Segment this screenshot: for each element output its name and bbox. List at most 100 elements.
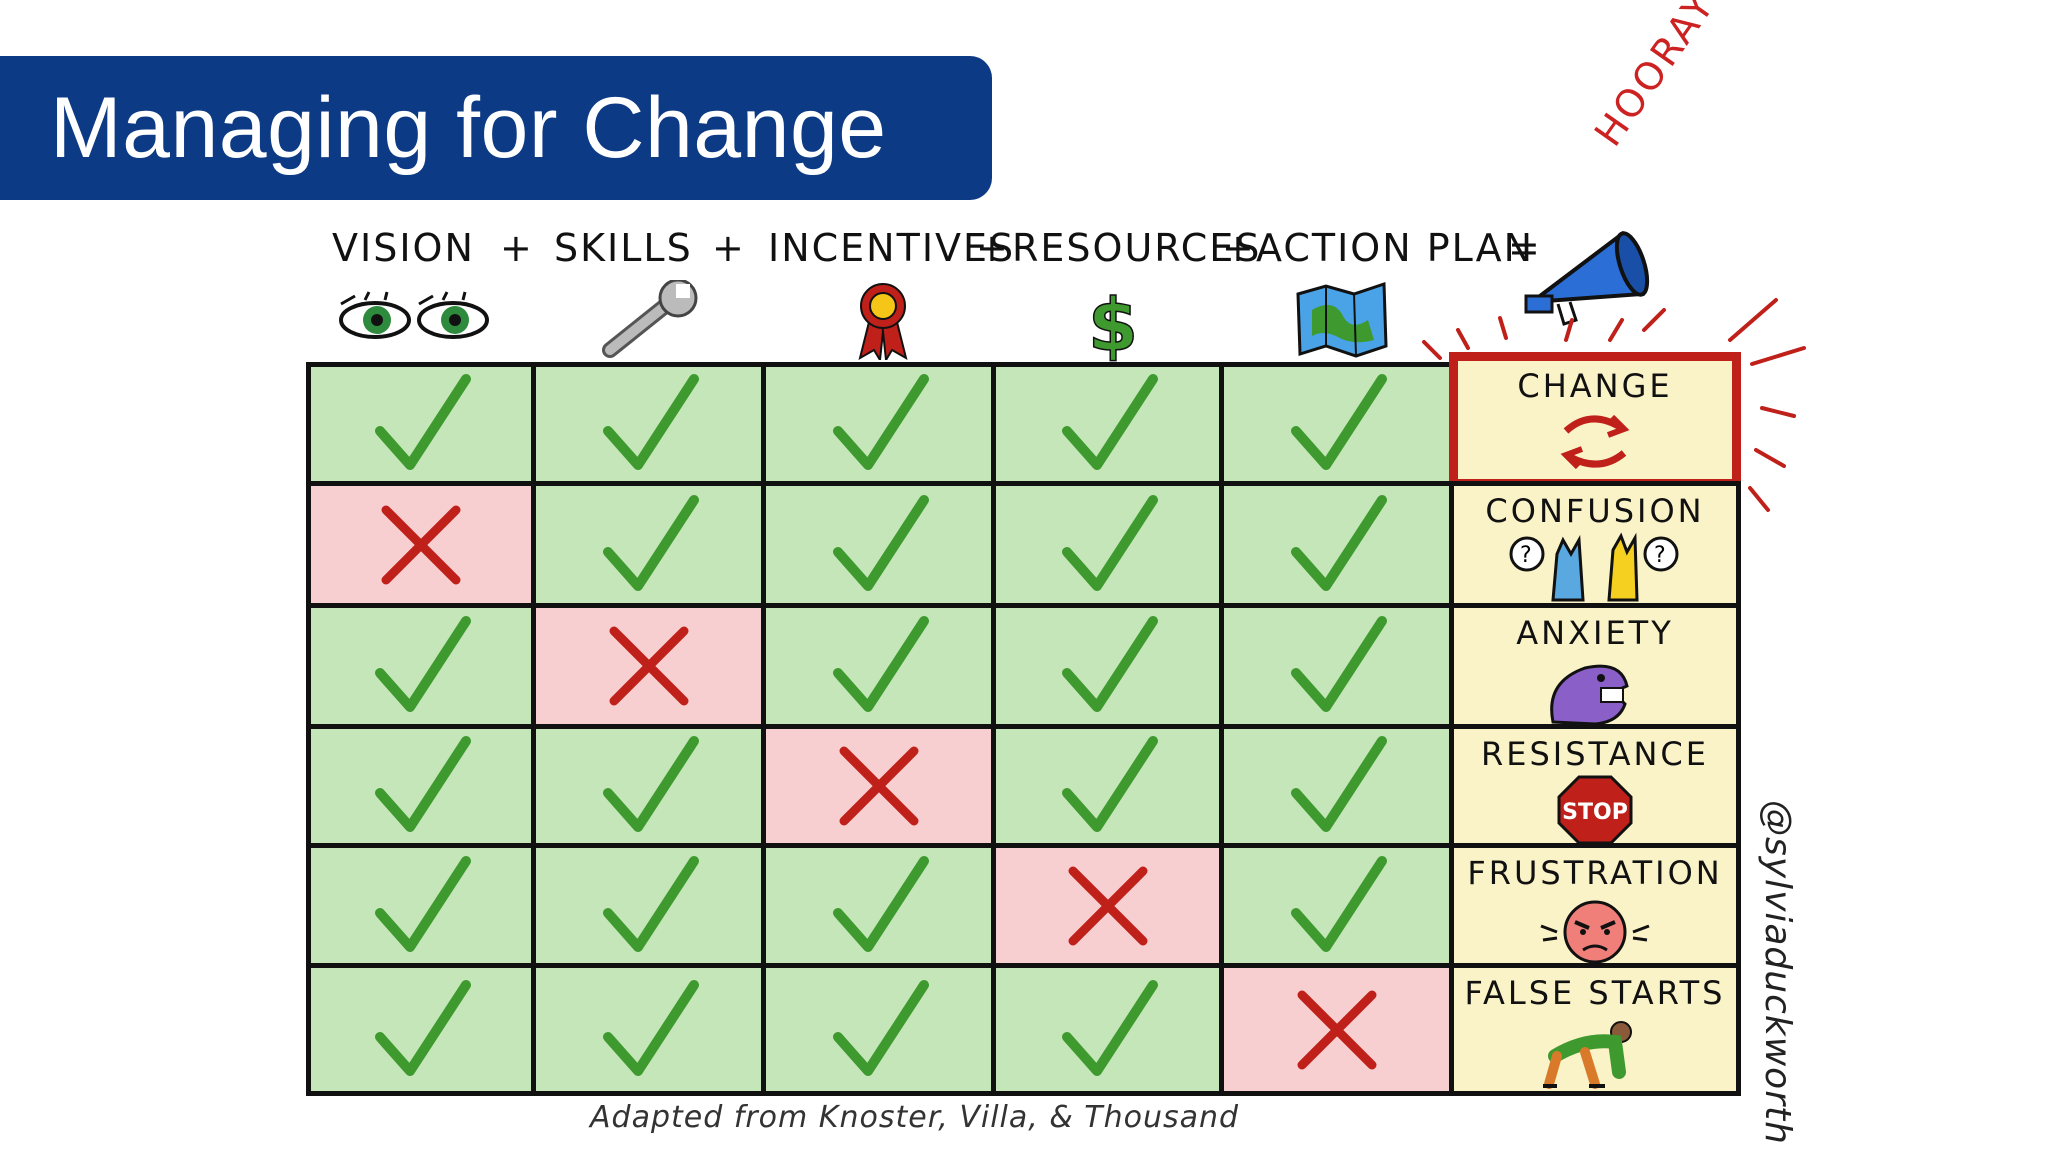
formula-plus-1: + bbox=[500, 226, 534, 270]
author-handle: @sylviaduckworth bbox=[1757, 800, 1798, 1145]
check-icon bbox=[832, 855, 929, 952]
matrix-cell bbox=[306, 362, 536, 486]
outcome-label: RESISTANCE bbox=[1481, 735, 1709, 773]
formula-skills: SKILLS bbox=[554, 226, 693, 270]
matrix-cell bbox=[761, 843, 996, 968]
matrix-cell bbox=[531, 603, 766, 729]
check-icon bbox=[1061, 494, 1158, 591]
stop-sign-text: STOP bbox=[1562, 800, 1628, 825]
check-icon bbox=[1290, 855, 1387, 952]
check-icon bbox=[1290, 374, 1387, 470]
eyes-icon bbox=[339, 291, 489, 339]
formula-action-plan: ACTION PLAN bbox=[1256, 226, 1535, 270]
dollar-icon: $ bbox=[1087, 282, 1139, 362]
formula-equals: = bbox=[1508, 226, 1542, 270]
outcome-confusion: CONFUSION ?? bbox=[1449, 481, 1741, 608]
outcome-label: CONFUSION bbox=[1485, 492, 1705, 530]
check-icon bbox=[1061, 736, 1158, 832]
matrix-cell bbox=[531, 362, 766, 486]
source-credit: Adapted from Knoster, Villa, & Thousand bbox=[590, 1100, 1240, 1135]
change-matrix: CHANGE CONFUSION ?? ANXIETY RESISTANCE S… bbox=[306, 352, 1746, 1096]
outcome-label: CHANGE bbox=[1517, 367, 1673, 405]
matrix-cell bbox=[531, 481, 766, 608]
check-icon bbox=[1061, 979, 1158, 1076]
matrix-cell bbox=[991, 603, 1224, 729]
formula: VISION + SKILLS + INCENTIVES + RESOURCES… bbox=[0, 222, 2048, 282]
ribbon-icon bbox=[858, 283, 908, 360]
check-icon bbox=[1061, 616, 1158, 712]
check-icon bbox=[1290, 494, 1387, 591]
check-icon bbox=[602, 736, 699, 832]
outcome-false-starts: FALSE STARTS bbox=[1449, 963, 1741, 1096]
matrix-cell bbox=[991, 481, 1224, 608]
matrix-cell bbox=[1219, 963, 1454, 1096]
cross-icon bbox=[839, 746, 918, 826]
matrix-cell bbox=[306, 963, 536, 1096]
formula-vision: VISION bbox=[332, 226, 475, 270]
matrix-cell bbox=[306, 603, 536, 729]
formula-incentives: INCENTIVES bbox=[768, 226, 1016, 270]
title-bar: Managing for Change bbox=[0, 56, 992, 200]
matrix-cell bbox=[1219, 843, 1454, 968]
outcome-change: CHANGE bbox=[1449, 352, 1741, 488]
megaphone-icon bbox=[1524, 230, 1650, 326]
hooray-text: HOORAY!!! bbox=[1585, 0, 1756, 154]
outcome-label: ANXIETY bbox=[1516, 614, 1674, 652]
outcome-anxiety: ANXIETY bbox=[1449, 603, 1741, 729]
formula-plus-3: + bbox=[976, 226, 1010, 270]
matrix-cell bbox=[531, 724, 766, 848]
matrix-cell bbox=[761, 362, 996, 486]
matrix-cell bbox=[1219, 724, 1454, 848]
matrix-cell bbox=[306, 481, 536, 608]
matrix-cell bbox=[1219, 481, 1454, 608]
stop-sign-icon: STOP bbox=[1557, 775, 1633, 843]
check-icon bbox=[832, 494, 929, 591]
check-icon bbox=[832, 979, 929, 1076]
check-icon bbox=[1290, 616, 1387, 712]
svg-text:$: $ bbox=[1088, 283, 1138, 362]
angry-face-icon bbox=[1540, 900, 1650, 963]
check-icon bbox=[375, 979, 471, 1076]
check-icon bbox=[375, 616, 471, 712]
formula-plus-4: + bbox=[1222, 226, 1256, 270]
matrix-cell bbox=[991, 724, 1224, 848]
confused-people-icon: ?? bbox=[1509, 532, 1679, 602]
cross-icon bbox=[381, 505, 461, 584]
cross-icon bbox=[609, 626, 688, 706]
check-icon bbox=[1061, 374, 1158, 470]
wrench-icon bbox=[602, 280, 698, 358]
page-title: Managing for Change bbox=[50, 79, 887, 176]
svg-text:?: ? bbox=[1654, 543, 1666, 568]
check-icon bbox=[1290, 736, 1387, 832]
svg-text:?: ? bbox=[1520, 543, 1532, 568]
matrix-cell bbox=[761, 603, 996, 729]
cycle-arrows-icon bbox=[1560, 414, 1630, 470]
matrix-cell bbox=[761, 481, 996, 608]
matrix-cell bbox=[531, 843, 766, 968]
check-icon bbox=[602, 855, 699, 952]
matrix-cell bbox=[991, 362, 1224, 486]
anxious-creature-icon bbox=[1550, 664, 1629, 724]
map-icon bbox=[1296, 281, 1388, 358]
outcome-frustration: FRUSTRATION bbox=[1449, 843, 1741, 968]
matrix-cell bbox=[306, 724, 536, 848]
check-icon bbox=[832, 616, 929, 712]
outcome-label: FRUSTRATION bbox=[1467, 854, 1723, 892]
outcome-resistance: RESISTANCE STOP bbox=[1449, 724, 1741, 848]
check-icon bbox=[602, 979, 699, 1076]
sprinter-icon bbox=[1543, 1021, 1632, 1089]
matrix-cell bbox=[991, 963, 1224, 1096]
check-icon bbox=[602, 374, 699, 470]
check-icon bbox=[602, 494, 699, 591]
matrix-cell bbox=[761, 963, 996, 1096]
check-icon bbox=[375, 736, 471, 832]
check-icon bbox=[832, 374, 929, 470]
matrix-cell bbox=[531, 963, 766, 1096]
matrix-cell bbox=[761, 724, 996, 848]
matrix-cell bbox=[1219, 362, 1454, 486]
cross-icon bbox=[1068, 866, 1147, 945]
check-icon bbox=[375, 855, 471, 952]
matrix-cell bbox=[306, 843, 536, 968]
matrix-cell bbox=[991, 843, 1224, 968]
matrix-cell bbox=[1219, 603, 1454, 729]
